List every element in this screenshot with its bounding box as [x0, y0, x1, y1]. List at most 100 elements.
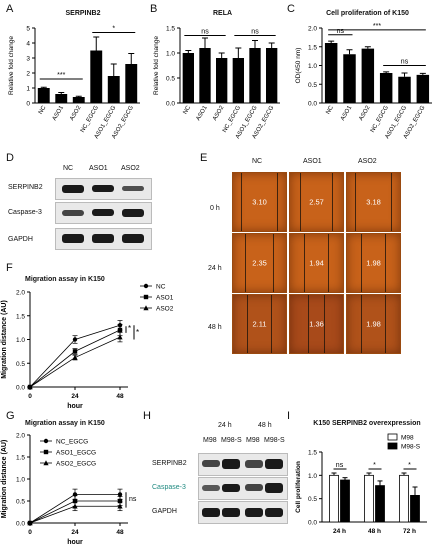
legend-marker [143, 283, 149, 289]
x-tick-label: ASO1 [52, 104, 66, 121]
y-axis-label: Migration distance (AU) [1, 440, 8, 519]
blot-h-lane: M98 [203, 437, 217, 444]
legend-label: NC_EGCG [56, 439, 88, 446]
x-tick-label: ASO2 [212, 104, 226, 121]
x-tick-label: 48 [116, 529, 124, 536]
y-axis-label: Relative fold change [8, 36, 15, 95]
panel-letter-e: E [200, 152, 208, 164]
legend-marker [43, 449, 49, 455]
bar [343, 54, 356, 103]
y-tick-label: 0.5 [16, 361, 25, 368]
x-tick-label: NC [183, 104, 193, 115]
x-tick-label: 48 h [368, 528, 381, 535]
y-tick-label: 0.0 [166, 101, 175, 108]
y-tick-label: 1.5 [166, 26, 175, 33]
bar [379, 73, 393, 103]
band [92, 234, 114, 243]
y-tick-label: 2 [26, 71, 30, 78]
y-tick-label: 1.5 [16, 313, 25, 320]
wound-value: 2.35 [252, 258, 267, 268]
wound-value: 3.18 [366, 197, 381, 207]
significance-label: * [373, 462, 376, 469]
y-tick-label: 1.0 [308, 473, 317, 480]
bar [416, 74, 430, 103]
blot-d-strip-serpinb2 [55, 178, 152, 200]
y-tick-label: 2.0 [308, 26, 317, 33]
significance-label: * [128, 324, 131, 333]
bar [249, 48, 261, 103]
wound-value: 2.57 [309, 197, 324, 207]
y-tick-label: 0.5 [308, 82, 317, 89]
y-tick-label: 1.5 [16, 455, 25, 462]
band [245, 508, 263, 517]
band [222, 508, 240, 517]
legend-marker [43, 438, 49, 444]
x-tick-label: 24 h [333, 528, 346, 535]
data-point [117, 498, 123, 504]
y-tick-label: 1.0 [166, 51, 175, 58]
blot-h-time-24h: 24 h [218, 422, 232, 429]
y-tick-label: 5 [26, 26, 30, 33]
band [202, 508, 220, 517]
bar [232, 58, 244, 103]
bar [329, 474, 339, 523]
wound-value: 1.94 [309, 258, 324, 268]
x-tick-label: ASO1 [340, 104, 354, 121]
chart-f-title: Migration assay in K150 [25, 276, 105, 283]
bar [361, 48, 375, 103]
x-tick-label: ASO1 [196, 104, 210, 121]
data-point [72, 349, 78, 354]
chart-b: 0.0 0.5 1.0 1.5 Relative fold change NC ASO1 AS… [153, 26, 280, 140]
legend-label: M98 [401, 435, 414, 442]
blot-d-lane-aso2: ASO2 [121, 165, 140, 172]
x-tick-label: 24 [71, 393, 79, 400]
panel-letter-g: G [6, 410, 15, 422]
bar [399, 474, 409, 523]
panel-letter-d: D [6, 152, 14, 164]
wound-tile: 3.10 [232, 172, 287, 232]
y-tick-label: 0 [26, 101, 30, 108]
chart-a-title: SERPINB2 [65, 10, 101, 17]
panel-letter-a: A [6, 3, 14, 15]
y-axis-label: Relative fold change [153, 36, 160, 95]
tile-row-48h: 48 h [208, 324, 222, 331]
x-tick-label: ASO2 [358, 104, 372, 121]
blot-d-row-gapdh: GAPDH [8, 236, 33, 243]
x-tick-label: 0 [28, 393, 32, 400]
band [245, 460, 263, 468]
x-tick-label: ASO2 [69, 104, 83, 121]
band [222, 459, 240, 469]
panel-letter-i: I [287, 410, 291, 422]
band [122, 234, 144, 243]
data-point [72, 498, 78, 504]
blot-h-strip-serpinb2 [198, 453, 288, 476]
wound-value: 3.10 [252, 197, 267, 207]
chart-g-title: Migration assay in K150 [25, 420, 105, 427]
y-axis-label: Cell proliferation [295, 461, 302, 513]
series-line [29, 336, 121, 388]
band [62, 234, 84, 243]
significance-label: ns [129, 496, 137, 503]
x-tick-label: 48 [116, 393, 124, 400]
y-tick-label: 1.0 [308, 63, 317, 70]
band [122, 186, 144, 191]
blot-h-strip-gapdh [198, 501, 288, 524]
blot-d-strip-gapdh [55, 228, 152, 250]
panel-letter-h: H [143, 410, 151, 422]
data-point [27, 520, 33, 526]
data-point [117, 334, 123, 340]
x-axis-label: hour [67, 403, 83, 410]
legend-label: ASO2_EGCG [56, 461, 96, 468]
y-tick-label: 1.5 [308, 44, 317, 51]
blot-d-lane-nc: NC [63, 165, 74, 172]
chart-b-title: RELA [212, 10, 233, 17]
significance-label: ns [201, 29, 209, 36]
blot-h-lane: M98-S [221, 437, 242, 444]
significance-label: * [112, 26, 115, 33]
y-tick-label: 0.0 [16, 521, 25, 528]
bar [375, 485, 385, 523]
blot-h-row-caspase3: Caspase-3 [152, 484, 186, 491]
band [122, 209, 144, 217]
y-tick-label: 0.5 [308, 496, 317, 503]
band [245, 484, 263, 491]
